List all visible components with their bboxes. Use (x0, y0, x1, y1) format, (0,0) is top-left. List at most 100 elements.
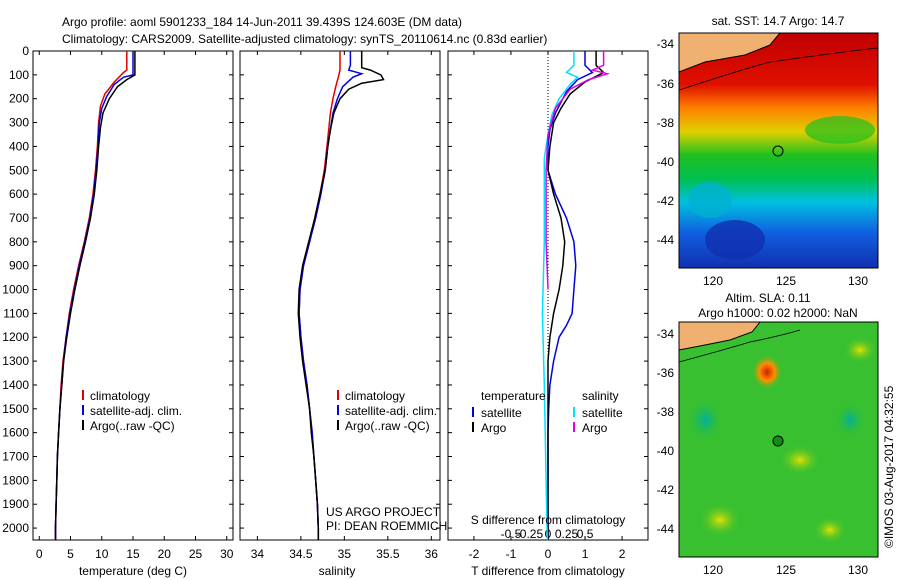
depth-tick-label: 1300 (2, 354, 29, 368)
sla-map-title2: Argo h1000: 0.02 h2000: NaN (698, 306, 857, 320)
sst-ytick: -44 (657, 233, 675, 247)
difference-legend: temperature salinitysatelliteArgosatellit… (472, 389, 623, 435)
temperature-x-axis: 0 5 10 15 20 25 30 (36, 51, 234, 561)
s-tick-label: -0.25 (516, 527, 544, 541)
x-tick-label: -2 (469, 547, 480, 561)
sla-ytick: -36 (657, 366, 675, 380)
sla-ytick: -44 (657, 522, 675, 536)
depth-tick-label: 500 (9, 163, 29, 177)
x-tick-label: 30 (220, 547, 234, 561)
series-line (297, 51, 385, 540)
legend-label: satellite (481, 406, 522, 420)
x-tick-label: 34.5 (289, 547, 313, 561)
sla-map-frame (678, 321, 879, 558)
series-line (298, 51, 365, 540)
legend-label: satellite-adj. clim. (90, 404, 182, 418)
series-line (54, 51, 134, 540)
sst-y-ticks: -34 -36 -38 -40 -42 -44 (657, 37, 675, 247)
salinity-x-axis: 34 34.5 35 35.5 36 (251, 51, 439, 561)
sst-map-frame (678, 32, 879, 269)
series-line (541, 51, 579, 541)
salinity-depth-ticks (240, 50, 440, 529)
difference-series (541, 51, 611, 541)
sst-cool-patch (688, 182, 732, 218)
project-annotation: US ARGO PROJECT (326, 505, 441, 519)
x-tick-label: 0 (36, 547, 43, 561)
s-tick-label: 0.25 (555, 527, 579, 541)
sla-map-title1: Altim. SLA: 0.11 (725, 291, 810, 305)
sla-y-ticks: -34 -36 -38 -40 -42 -44 (657, 327, 675, 536)
legend-title-salinity: salinity (582, 389, 619, 403)
legend-title-temperature: temperature (481, 389, 546, 403)
x-tick-label: 36 (425, 547, 439, 561)
sla-ytick: -42 (657, 483, 675, 497)
x-tick-label: 10 (95, 547, 109, 561)
legend-label: satellite (582, 406, 623, 420)
x-tick-label: 1 (582, 547, 589, 561)
sla-xtick: 120 (703, 563, 723, 577)
sst-xtick: 120 (703, 274, 723, 288)
legend-label: Argo(..raw -QC) (345, 419, 430, 433)
sla-yellow-patch (778, 444, 822, 476)
sla-high-anomaly (751, 354, 783, 390)
sla-yellow-patch (812, 516, 848, 544)
legend-label: satellite-adj. clim. (345, 404, 437, 418)
sla-low-patch (834, 402, 866, 438)
temperature-panel: 0100200300400500600700800900100011001200… (2, 44, 233, 578)
x-tick-label: 35 (338, 547, 352, 561)
depth-tick-label: 900 (9, 259, 29, 273)
sla-low-patch (687, 398, 723, 442)
depth-tick-label: 0 (22, 44, 29, 58)
sla-yellow-patch (842, 336, 878, 364)
sst-map-title: sat. SST: 14.7 Argo: 14.7 (712, 14, 845, 28)
sst-ytick: -34 (657, 37, 675, 51)
sla-contour (678, 329, 801, 363)
sla-ytick: -38 (657, 405, 675, 419)
sst-ytick: -36 (657, 77, 675, 91)
header-line2: Climatology: CARS2009. Satellite-adjuste… (62, 32, 547, 46)
sst-map: sat. SST: 14.7 Argo: 14.7 -34 -36 -38 -4… (657, 14, 879, 288)
salinity-series (297, 51, 385, 540)
depth-tick-label: 1600 (2, 426, 29, 440)
salinity-panel: 34 34.5 35 35.5 36 climatologysatellite-adj.… (239, 50, 447, 578)
sst-xtick: 125 (776, 274, 796, 288)
sla-xtick: 125 (776, 563, 796, 577)
depth-tick-label: 1700 (2, 450, 29, 464)
sst-contour (678, 47, 879, 91)
series-line (547, 51, 605, 540)
s-tick-label: 0.5 (577, 527, 594, 541)
depth-axis: 0 100 200 300 400 500 600 700 800 900 1000 1100 1200… (2, 44, 233, 535)
sla-ytick: -34 (657, 327, 675, 341)
legend-label: Argo (481, 421, 507, 435)
series-line (54, 51, 136, 540)
salinity-xlabel: salinity (319, 564, 356, 578)
x-tick-label: 25 (189, 547, 203, 561)
depth-tick-label: 100 (9, 68, 29, 82)
s-tick-label: -0.5 (501, 527, 522, 541)
x-tick-label: 2 (619, 547, 626, 561)
temperature-axes-frame (32, 50, 234, 541)
sst-ytick: -42 (657, 194, 675, 208)
depth-tick-label: 200 (9, 92, 29, 106)
sst-cold-patch (705, 220, 765, 260)
x-tick-label: 20 (158, 547, 172, 561)
sla-argo-marker (772, 435, 784, 447)
sst-mid-patch (805, 116, 875, 144)
depth-tick-label: 700 (9, 211, 29, 225)
t-difference-xlabel: T difference from climatology (471, 564, 625, 578)
depth-tick-label: 2000 (2, 521, 29, 535)
depth-tick-label: 800 (9, 235, 29, 249)
depth-tick-label: 1800 (2, 473, 29, 487)
legend-label: climatology (90, 389, 150, 403)
legend-label: Argo(..raw -QC) (90, 419, 175, 433)
sla-map: Altim. SLA: 0.11 Argo h1000: 0.02 h2000:… (657, 291, 879, 577)
s-difference-xlabel: S difference from climatology (471, 513, 626, 527)
legend-label: Argo (582, 421, 608, 435)
sla-x-ticks: 120 125 130 (703, 563, 868, 577)
depth-tick-label: 1100 (3, 306, 29, 320)
x-tick-label: -1 (506, 547, 517, 561)
temperature-xlabel: temperature (deg C) (79, 564, 187, 578)
